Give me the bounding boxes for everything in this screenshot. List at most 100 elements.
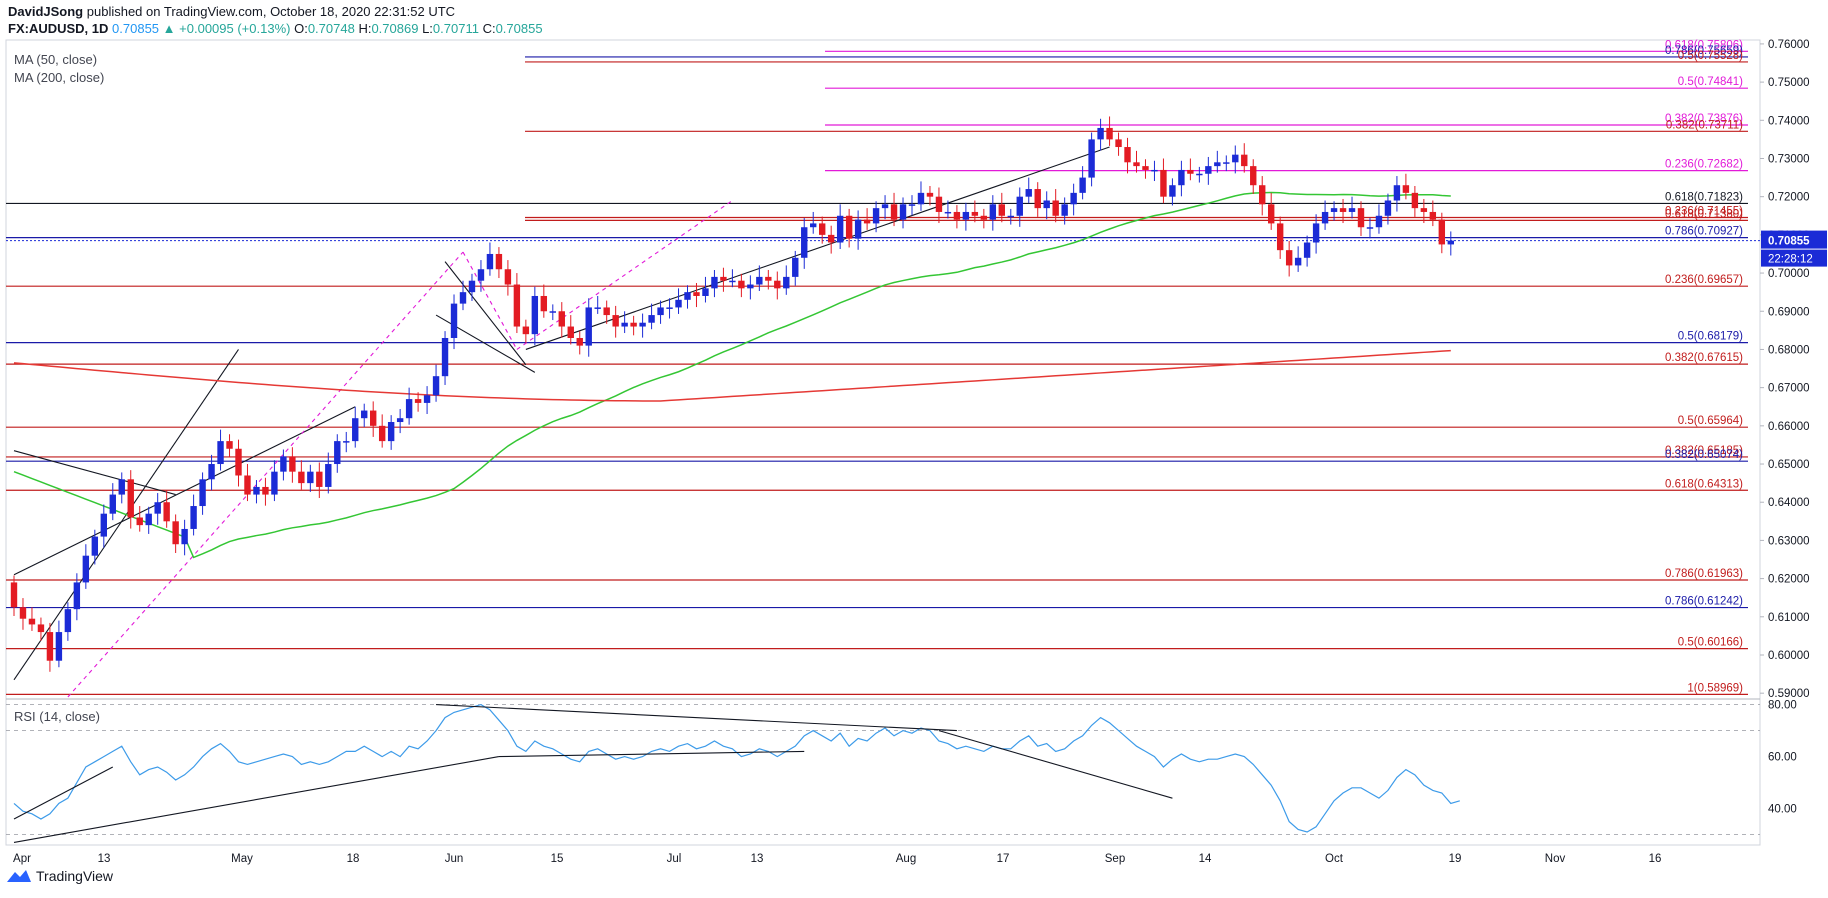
candle-body-98 [890,204,898,220]
candle-body-11 [109,494,116,514]
fib-label-11: 0.236(0.69657) [1665,274,1743,286]
candle-body-35 [325,464,332,487]
fib-label-5: 0.382(0.73711) [1666,119,1743,131]
rsi-line [13,703,1460,833]
candle-body-2 [28,618,36,625]
candle-body-52 [477,269,485,281]
candle-body-19 [181,528,188,545]
candle-body-9 [91,536,99,556]
candle-body-80 [729,280,736,283]
candle-body-10 [100,513,107,537]
candle-body-101 [917,192,925,205]
fib-label-17: 0.618(0.64313) [1665,478,1743,490]
author-name[interactable]: DavidJSong [8,4,84,19]
candles [10,116,1454,672]
x-tick-13: 19 [1449,853,1462,865]
x-tick-15: 16 [1649,853,1662,865]
price-change: +0.00095 (+0.13%) [179,21,291,36]
candle-body-30 [280,456,287,472]
candle-body-75 [684,292,691,300]
candle-body-124 [1124,147,1131,163]
price-badge [1761,230,1827,249]
candle-body-56 [513,284,521,327]
symbol-legend: FX:AUDUSD, 1D 0.70855 ▲ +0.00095 (+0.13%… [8,21,543,36]
candle-body-73 [666,307,673,309]
y-tick-16: 0.60000 [1768,650,1810,662]
candle-body-13 [127,479,134,518]
ma200-legend[interactable]: MA (200, close) [14,70,105,85]
fib-label-4: 0.382(0.73876) [1665,113,1743,125]
candle-body-141 [1276,223,1284,251]
candle-body-95 [863,219,871,224]
y-tick-10: 0.66000 [1768,421,1810,433]
candle-body-21 [199,479,206,507]
candle-body-81 [738,280,745,289]
candle-body-54 [495,253,503,270]
countdown-badge [1761,249,1827,267]
candle-body-74 [675,299,682,308]
rsi-trendline-3 [498,750,805,758]
candle-body-112 [1016,196,1023,216]
candle-body-12 [118,479,125,495]
candle-body-131 [1187,169,1194,174]
candle-body-42 [387,422,395,442]
high-value: 0.70869 [371,21,419,36]
rsi-trendline-4 [938,730,1173,799]
candle-body-62 [567,326,574,338]
candle-body-120 [1088,139,1095,178]
candle-body-109 [989,204,997,220]
fib-label-6: 0.236(0.72682) [1665,159,1743,171]
y-tick-3: 0.73000 [1768,153,1810,165]
candle-body-32 [298,471,305,484]
candle-body-92 [836,215,844,243]
trendline-1 [13,406,356,576]
candle-body-106 [962,211,970,220]
trendline-8 [525,146,1110,350]
trendline-5 [516,200,733,350]
candle-body-22 [208,464,215,480]
rsi-trendline-1 [13,756,500,843]
x-tick-12: Oct [1325,853,1344,865]
candle-body-36 [334,441,341,465]
candle-body-119 [1079,177,1086,193]
fib-label-16: 0.382(0.65074) [1665,449,1743,461]
candle-body-129 [1169,185,1176,197]
candle-body-139 [1259,185,1266,205]
candle-body-28 [262,486,269,495]
candle-body-136 [1232,154,1239,163]
candle-body-8 [82,555,90,583]
candle-body-128 [1160,169,1167,197]
candle-body-160 [1447,240,1454,245]
x-tick-11: 14 [1199,853,1212,865]
x-tick-14: Nov [1545,853,1566,865]
symbol-name[interactable]: FX:AUDUSD, 1D [8,21,109,36]
y-tick-0: 0.76000 [1768,39,1810,51]
candle-body-96 [872,208,880,224]
price-badge-value: 0.70855 [1768,236,1810,248]
y-tick-6: 0.70000 [1768,268,1810,280]
footer: TradingView [6,868,113,884]
close-value: 0.70855 [495,21,543,36]
candle-body-88 [801,227,808,258]
ma50-legend[interactable]: MA (50, close) [14,52,98,67]
candle-body-110 [998,204,1005,216]
candle-body-58 [531,295,539,335]
candle-body-69 [630,322,637,327]
rsi-pane [6,703,1760,843]
fib-label-21: 1(0.58969) [1687,682,1743,694]
candle-body-39 [361,410,368,419]
rsi-legend[interactable]: RSI (14, close) [14,709,100,724]
candle-body-71 [648,315,655,323]
axes: 0.760000.750000.740000.730000.720000.710… [13,39,1827,865]
candle-body-145 [1312,223,1320,243]
candle-body-142 [1285,250,1293,266]
candle-body-148 [1339,208,1347,212]
fib-label-10: 0.786(0.70927) [1665,226,1743,238]
candle-body-127 [1151,169,1158,172]
brand-name[interactable]: TradingView [36,868,114,884]
candle-body-149 [1348,208,1356,212]
fib-label-8: 0.236(0.71455) [1665,205,1743,217]
candle-body-155 [1402,185,1410,193]
candle-body-86 [783,276,790,289]
